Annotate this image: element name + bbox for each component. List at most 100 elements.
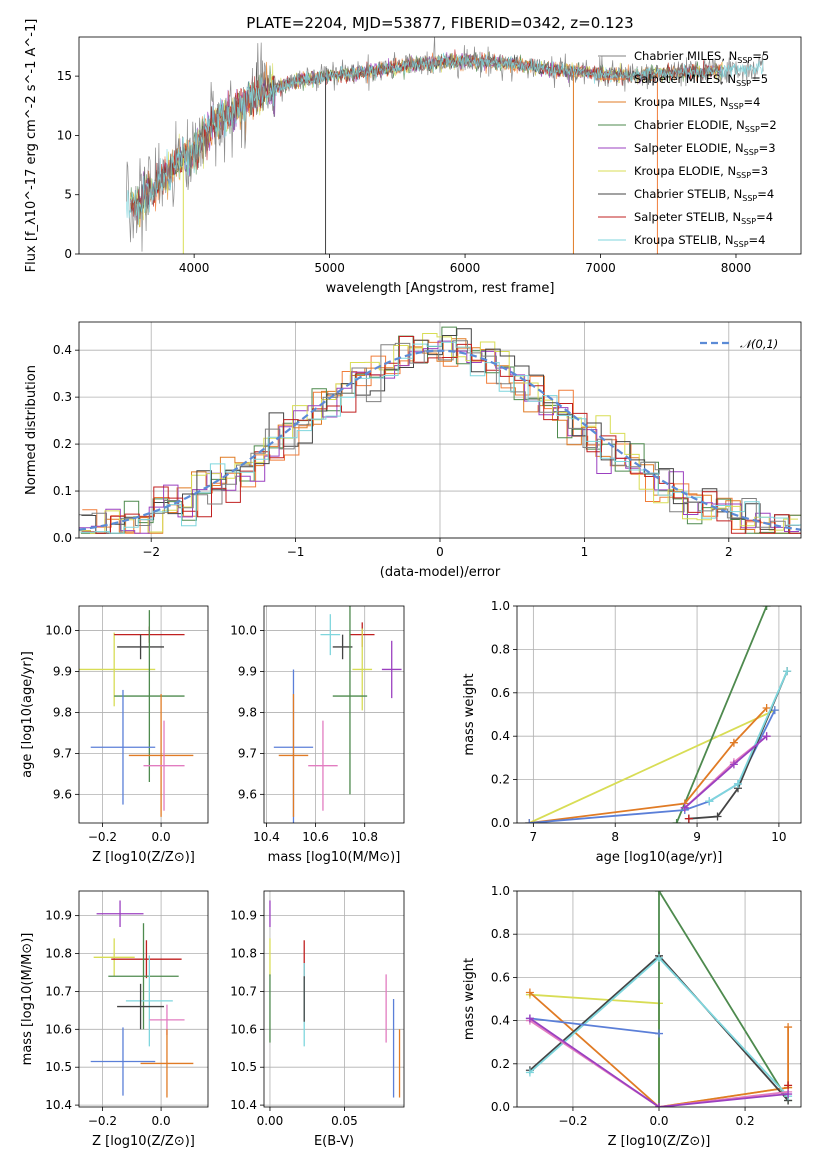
weight-marker [655, 1029, 663, 1038]
histogram-series [79, 333, 798, 534]
x-tick-label: 10.8 [351, 830, 378, 844]
age-vs-mass-plot [273, 606, 402, 823]
histogram-series [79, 340, 799, 534]
weight-line [529, 991, 789, 1107]
weight-marker [783, 667, 792, 676]
y-tick-label: 10 [57, 128, 72, 142]
y-tick-label: 9.7 [53, 746, 72, 760]
x-tick-label: 0.0 [152, 1114, 171, 1128]
residuals-axes: −2 −1 0 1 2 0.0 0.1 0.2 0.3 0.4 (data-model)/error… [24, 322, 801, 580]
x-tick-label: 0.0 [649, 1114, 668, 1128]
histogram-series [79, 340, 800, 534]
age-vs-z-plot [79, 610, 194, 817]
data-point [125, 955, 173, 1047]
legend-label: Kroupa ELODIE, NSSP=3 [634, 164, 768, 180]
weight-line [529, 1019, 789, 1107]
spectrum-frame [78, 36, 802, 255]
data-point [128, 694, 194, 817]
x-tick-label: 4000 [179, 261, 210, 275]
data-point [117, 634, 165, 660]
x-tick-label: 8000 [721, 261, 752, 275]
y-tick-label: 0.1 [53, 484, 72, 498]
weight-marker [762, 703, 771, 712]
x-tick-label: 5000 [314, 261, 345, 275]
data-point [320, 614, 341, 656]
y-tick-label: 10.4 [230, 1098, 257, 1112]
y-tick-label: 0.6 [491, 970, 510, 984]
data-point [79, 632, 156, 707]
massweight-vs-z-frame [516, 890, 802, 1108]
data-point [140, 1029, 194, 1098]
weight-marker [525, 1014, 534, 1023]
x-tick-label: −0.2 [88, 1114, 117, 1128]
spectrum-plot [126, 37, 764, 254]
weight-line [528, 709, 776, 823]
weight-marker [784, 1023, 793, 1032]
weight-marker [733, 779, 742, 788]
x-tick-label: −1 [287, 545, 305, 559]
y-tick-label: 9.9 [53, 665, 72, 679]
legend-label: 𝒩(0,1) [740, 337, 778, 351]
weight-marker [713, 812, 722, 821]
y-tick-label: 10.4 [45, 1098, 72, 1112]
x-axis-label: age [log10(age/yr)] [596, 850, 723, 865]
data-point [96, 900, 144, 927]
x-axis-label: mass [log10(M/M⊙)] [268, 850, 401, 865]
y-tick-label: 10.7 [230, 984, 257, 998]
y-tick-label: 0 [64, 247, 72, 261]
legend-label: Kroupa STELIB, NSSP=4 [634, 233, 765, 249]
spectrum-axes: 4000 5000 6000 7000 8000 0 5 10 15 wavelength [An… [24, 19, 751, 296]
age-vs-mass-axes: 10.4 10.6 10.8 9.6 9.7 9.8 9.9 10.0 mass [log10(… [230, 606, 404, 865]
massweight-vs-age-axes: 7 8 9 10 0.0 0.2 0.4 0.6 0.8 1.0 age [log10(age/yr… [462, 599, 801, 865]
data-point [114, 610, 185, 783]
data-point [332, 606, 368, 795]
legend-label: Chabrier ELODIE, NSSP=2 [634, 118, 777, 134]
weight-marker [684, 814, 693, 823]
legend-label: Salpeter MILES, NSSP=5 [634, 72, 768, 88]
weight-marker [655, 953, 663, 962]
y-tick-label: 0.0 [53, 531, 72, 545]
x-tick-label: 0.0 [152, 830, 171, 844]
y-tick-label: 0.4 [491, 1014, 510, 1028]
legend-label: Chabrier MILES, NSSP=5 [634, 49, 769, 65]
spectrum-line [126, 52, 764, 225]
y-tick-label: 10.7 [45, 984, 72, 998]
y-tick-label: 10.0 [45, 624, 72, 638]
data-point [308, 720, 338, 811]
data-point [108, 923, 179, 1030]
data-point [278, 694, 309, 817]
y-axis-label: mass [log10(M/M⊙)] [20, 933, 35, 1066]
y-tick-label: 10.8 [230, 947, 257, 961]
weight-line [688, 670, 788, 820]
weight-marker [655, 1103, 663, 1107]
weight-marker [680, 803, 689, 812]
y-axis-label: mass weight [462, 673, 477, 755]
mass-vs-z-axes: −0.2 0.0 10.4 10.5 10.6 10.7 10.8 10.9 Z [log10(… [20, 891, 208, 1149]
x-tick-label: 10.4 [253, 830, 280, 844]
residuals-plot [79, 326, 801, 534]
spectrum-legend: Chabrier MILES, NSSP=5 Salpeter MILES, NS… [598, 49, 777, 249]
x-tick-label: 2 [725, 545, 733, 559]
y-tick-label: 1.0 [491, 599, 510, 613]
weight-marker [672, 819, 681, 823]
mass-vs-ebv-plot [269, 900, 401, 1098]
y-tick-label: 9.6 [238, 787, 257, 801]
x-tick-label: 7 [530, 830, 538, 844]
x-tick-label: −0.2 [88, 830, 117, 844]
x-axis-label: Z [log10(Z/Z⊙)] [608, 1134, 711, 1149]
normal-curve [79, 349, 801, 531]
weight-marker [762, 606, 771, 610]
y-tick-label: 0.4 [491, 729, 510, 743]
x-tick-label: 0.00 [257, 1114, 284, 1128]
x-tick-label: 0 [436, 545, 444, 559]
data-point [352, 628, 373, 711]
histogram-series [82, 339, 801, 534]
mass-vs-z-frame [78, 890, 209, 1108]
y-tick-label: 10.8 [45, 947, 72, 961]
residuals-legend: 𝒩(0,1) [700, 337, 778, 351]
legend-label: Salpeter ELODIE, NSSP=3 [634, 141, 776, 157]
y-tick-label: 0.0 [491, 816, 510, 830]
x-tick-label: 9 [693, 830, 701, 844]
y-tick-label: 9.8 [238, 705, 257, 719]
x-axis-label: Z [log10(Z/Z⊙)] [92, 850, 195, 865]
